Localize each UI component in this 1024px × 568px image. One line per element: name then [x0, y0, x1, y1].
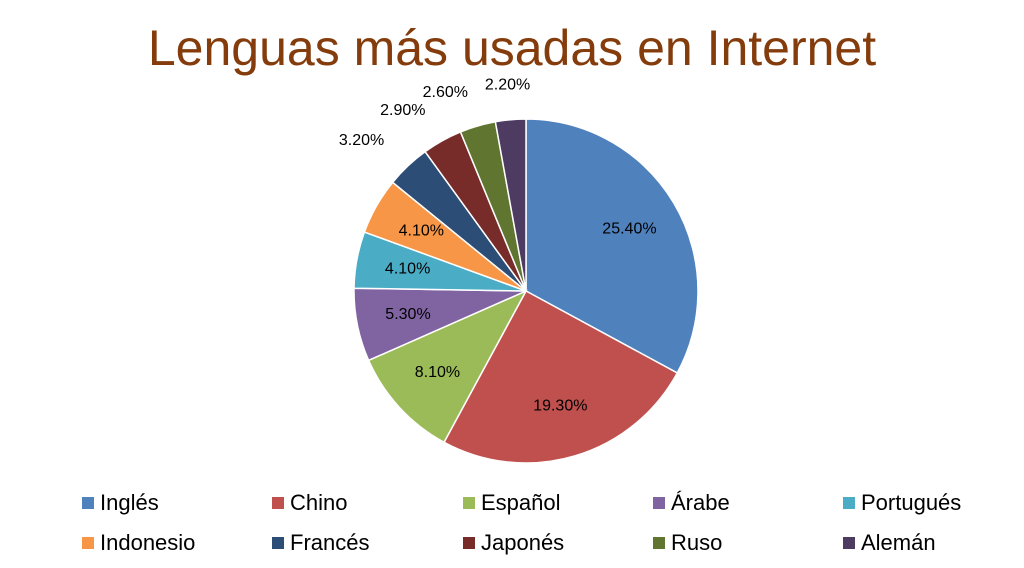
- legend-swatch: [82, 537, 94, 549]
- pie-slice: [443, 289, 679, 464]
- legend-label: Francés: [290, 530, 369, 555]
- legend-label: Alemán: [861, 530, 936, 555]
- data-label: 2.90%: [380, 102, 425, 119]
- legend-label: Inglés: [100, 490, 159, 515]
- legend-swatch: [653, 537, 665, 549]
- pie-slice: [494, 118, 527, 292]
- pie-slice: [367, 289, 528, 444]
- legend-swatch: [463, 497, 475, 509]
- legend-label: Español: [481, 490, 561, 515]
- data-label: 2.60%: [423, 84, 468, 101]
- data-label: 8.10%: [415, 364, 460, 381]
- legend-label: Indonesio: [100, 530, 195, 555]
- legend-label: Portugués: [861, 490, 961, 515]
- data-label: 25.40%: [602, 221, 656, 238]
- data-label: 3.20%: [339, 132, 384, 149]
- data-label: 2.20%: [485, 77, 530, 94]
- data-label: 4.10%: [399, 223, 444, 240]
- chart-title: Lenguas más usadas en Internet: [148, 20, 876, 76]
- legend-swatch: [653, 497, 665, 509]
- legend-swatch: [272, 497, 284, 509]
- data-label: 5.30%: [385, 306, 430, 323]
- legend-label: Ruso: [671, 530, 722, 555]
- legend-label: Japonés: [481, 530, 564, 555]
- legend-swatch: [82, 497, 94, 509]
- pie-slice: [525, 118, 699, 374]
- legend-swatch: [272, 537, 284, 549]
- data-label: 19.30%: [533, 398, 587, 415]
- legend-label: Chino: [290, 490, 347, 515]
- legend-swatch: [843, 497, 855, 509]
- legend-swatch: [463, 537, 475, 549]
- legend-label: Árabe: [671, 490, 730, 515]
- data-label: 4.10%: [385, 260, 430, 277]
- legend-swatch: [843, 537, 855, 549]
